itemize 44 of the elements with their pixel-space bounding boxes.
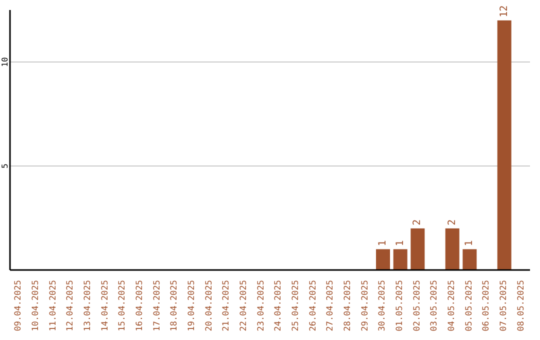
x-tick-label: 18.04.2025 (170, 280, 180, 332)
x-tick-label: 13.04.2025 (83, 280, 93, 332)
x-tick-label: 15.04.2025 (118, 280, 128, 332)
x-tick-label: 03.05.2025 (430, 280, 440, 332)
bar (376, 249, 390, 270)
x-tick-label: 25.04.2025 (291, 280, 301, 332)
x-tick-label: 29.04.2025 (360, 280, 370, 332)
x-tick-label: 30.04.2025 (378, 280, 388, 332)
x-tick-label: 24.04.2025 (274, 280, 284, 332)
value-label: 2 (446, 219, 458, 226)
value-label: 2 (412, 219, 424, 226)
x-tick-label: 14.04.2025 (100, 280, 110, 332)
bar (497, 20, 512, 270)
x-tick-label: 01.05.2025 (395, 280, 405, 332)
x-tick-label: 08.05.2025 (516, 280, 526, 332)
x-tick-label: 07.05.2025 (499, 280, 509, 332)
x-tick-label: 12.04.2025 (66, 280, 76, 332)
x-tick-label: 16.04.2025 (135, 280, 145, 332)
x-tick-label: 20.04.2025 (204, 280, 214, 332)
x-tick-label: 26.04.2025 (308, 280, 318, 332)
y-tick-label: 5 (0, 163, 10, 168)
x-tick-label: 28.04.2025 (343, 280, 353, 332)
bar (445, 228, 460, 270)
x-tick-label: 10.04.2025 (31, 280, 41, 332)
x-tick-label: 02.05.2025 (412, 280, 422, 332)
x-tick-label: 11.04.2025 (48, 280, 58, 332)
x-tick-label: 21.04.2025 (222, 280, 232, 332)
x-tick-label: 22.04.2025 (239, 280, 249, 332)
x-tick-label: 04.05.2025 (447, 280, 457, 332)
value-label: 1 (464, 240, 476, 246)
x-tick-label: 09.04.2025 (14, 280, 24, 332)
y-tick-label: 10 (0, 57, 10, 67)
bar (410, 228, 425, 270)
x-tick-label: 19.04.2025 (187, 280, 197, 332)
bar (393, 249, 408, 270)
x-tick-label: 27.04.2025 (326, 280, 336, 332)
value-label: 1 (394, 240, 406, 246)
x-tick-label: 06.05.2025 (482, 280, 492, 332)
x-tick-label: 05.05.2025 (464, 280, 474, 332)
x-tick-label: 23.04.2025 (256, 280, 266, 332)
value-label: 12 (498, 5, 510, 18)
bar (462, 249, 477, 270)
value-label: 1 (378, 240, 388, 246)
x-tick-label: 17.04.2025 (152, 280, 162, 332)
